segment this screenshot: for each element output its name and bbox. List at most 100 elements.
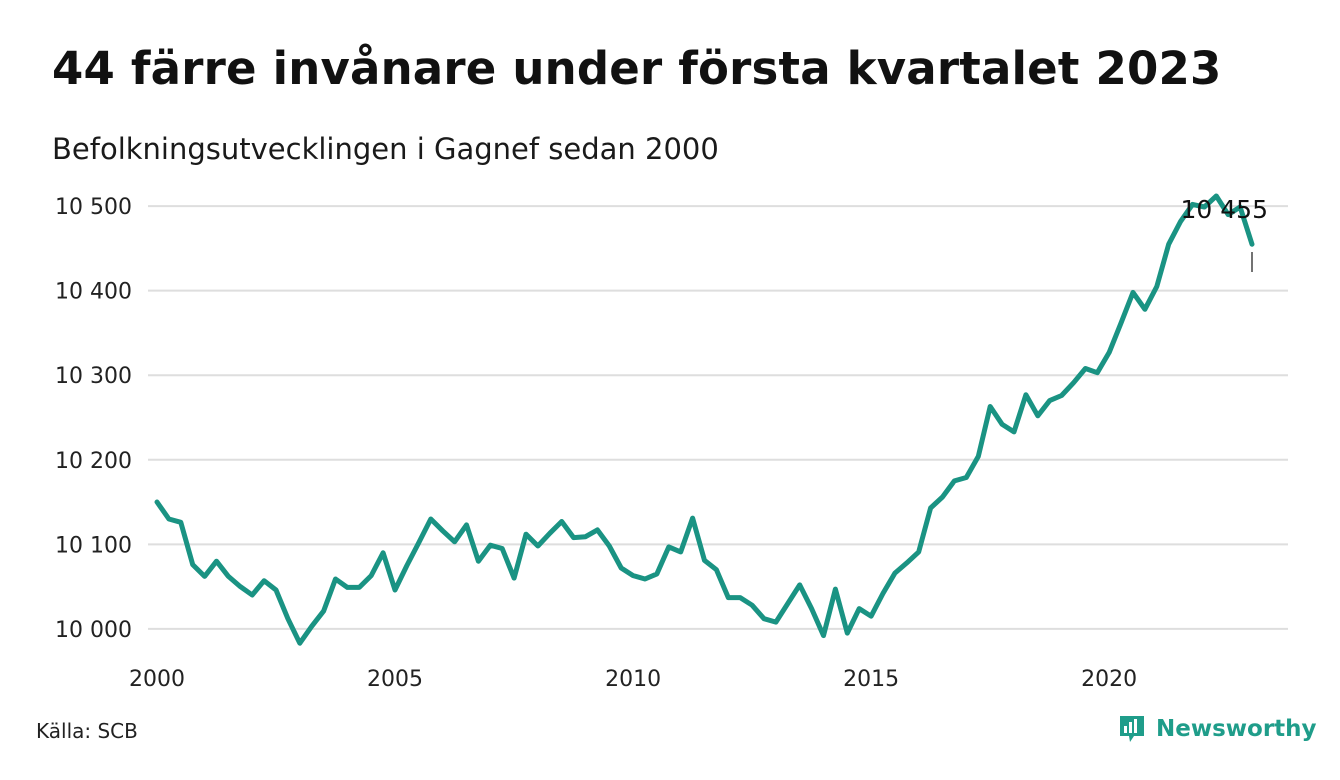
data-point (464, 522, 469, 527)
data-point (738, 595, 743, 600)
data-point (155, 500, 160, 505)
data-point (654, 571, 659, 576)
data-point (881, 591, 886, 596)
data-point (976, 454, 981, 459)
data-point (750, 603, 755, 608)
data-point (321, 609, 326, 614)
data-point (1095, 370, 1100, 375)
x-tick-label: 2010 (605, 667, 661, 692)
data-point (202, 574, 207, 579)
gridlines (148, 205, 1288, 630)
data-point (714, 567, 719, 572)
data-point (1011, 429, 1016, 434)
data-point (583, 534, 588, 539)
data-point (166, 516, 171, 521)
y-tick-label: 10 100 (55, 533, 132, 558)
data-point (452, 539, 457, 544)
data-point (1142, 307, 1147, 312)
data-point (678, 549, 683, 554)
data-point (785, 601, 790, 606)
data-point (1047, 398, 1052, 403)
x-tick-label: 2005 (367, 667, 423, 692)
data-point (214, 559, 219, 564)
data-point (702, 558, 707, 563)
data-point (428, 516, 433, 521)
data-point (238, 584, 243, 589)
series-layer (154, 193, 1255, 646)
data-point (892, 571, 897, 576)
data-point (571, 535, 576, 540)
y-tick-label: 10 300 (55, 364, 132, 389)
x-tick-label: 2000 (129, 667, 185, 692)
data-point (1071, 380, 1076, 385)
data-point (607, 544, 612, 549)
end-value-label: 10 455 (1181, 195, 1268, 224)
data-point (988, 404, 993, 409)
data-point (1035, 413, 1040, 418)
data-point (642, 576, 647, 581)
data-point (928, 505, 933, 510)
data-point (1107, 350, 1112, 355)
data-point (547, 531, 552, 536)
y-tick-label: 10 400 (55, 280, 132, 305)
data-point (1119, 320, 1124, 325)
x-tick-label: 2015 (843, 667, 899, 692)
data-point (404, 563, 409, 568)
y-tick-label: 10 200 (55, 449, 132, 474)
data-point (559, 519, 564, 524)
data-point (1083, 366, 1088, 371)
data-point (857, 606, 862, 611)
data-point (440, 528, 445, 533)
y-tick-label: 10 000 (55, 618, 132, 643)
data-point (833, 587, 838, 592)
data-points (155, 193, 1255, 645)
y-axis-ticks: 10 000 10 100 10 200 10 300 10 400 10 500 (55, 195, 132, 643)
data-point (631, 573, 636, 578)
x-axis-ticks: 2000 2005 2010 2015 2020 (129, 667, 1137, 692)
data-point (309, 624, 314, 629)
data-point (690, 516, 695, 521)
data-point (1023, 392, 1028, 397)
line-chart: 10 000 10 100 10 200 10 300 10 400 10 500 200… (55, 193, 1288, 692)
chart-subtitle: Befolkningsutvecklingen i Gagnef sedan 2… (52, 132, 719, 166)
data-point (1130, 290, 1135, 295)
newsworthy-logo-icon (1120, 716, 1144, 742)
data-point (190, 562, 195, 567)
data-point (333, 576, 338, 581)
data-point (821, 633, 826, 638)
end-label-layer: 10 455 (1181, 195, 1268, 272)
data-point (809, 606, 814, 611)
data-point (940, 494, 945, 499)
brand-logo: Newsworthy (1118, 714, 1317, 744)
data-point (916, 549, 921, 554)
data-point (369, 573, 374, 578)
data-point (1154, 284, 1159, 289)
data-point (797, 582, 802, 587)
data-point (964, 475, 969, 480)
data-point (178, 520, 183, 525)
data-point (226, 574, 231, 579)
data-point (274, 587, 279, 592)
data-point (1250, 242, 1255, 247)
data-point (666, 544, 671, 549)
data-point (535, 544, 540, 549)
data-point (523, 532, 528, 537)
data-point (381, 550, 386, 555)
data-point (595, 527, 600, 532)
data-point (262, 578, 267, 583)
source-note: Källa: SCB (36, 719, 138, 743)
data-point (297, 641, 302, 646)
data-point (250, 593, 255, 598)
chart-title: 44 färre invånare under första kvartalet… (52, 42, 1222, 95)
data-point (488, 543, 493, 548)
data-point (512, 576, 517, 581)
data-point (345, 585, 350, 590)
data-point (619, 565, 624, 570)
data-point (285, 616, 290, 621)
data-point (357, 585, 362, 590)
data-point (1059, 393, 1064, 398)
data-point (904, 560, 909, 565)
data-point (393, 587, 398, 592)
data-point (952, 478, 957, 483)
data-point (1000, 422, 1005, 427)
